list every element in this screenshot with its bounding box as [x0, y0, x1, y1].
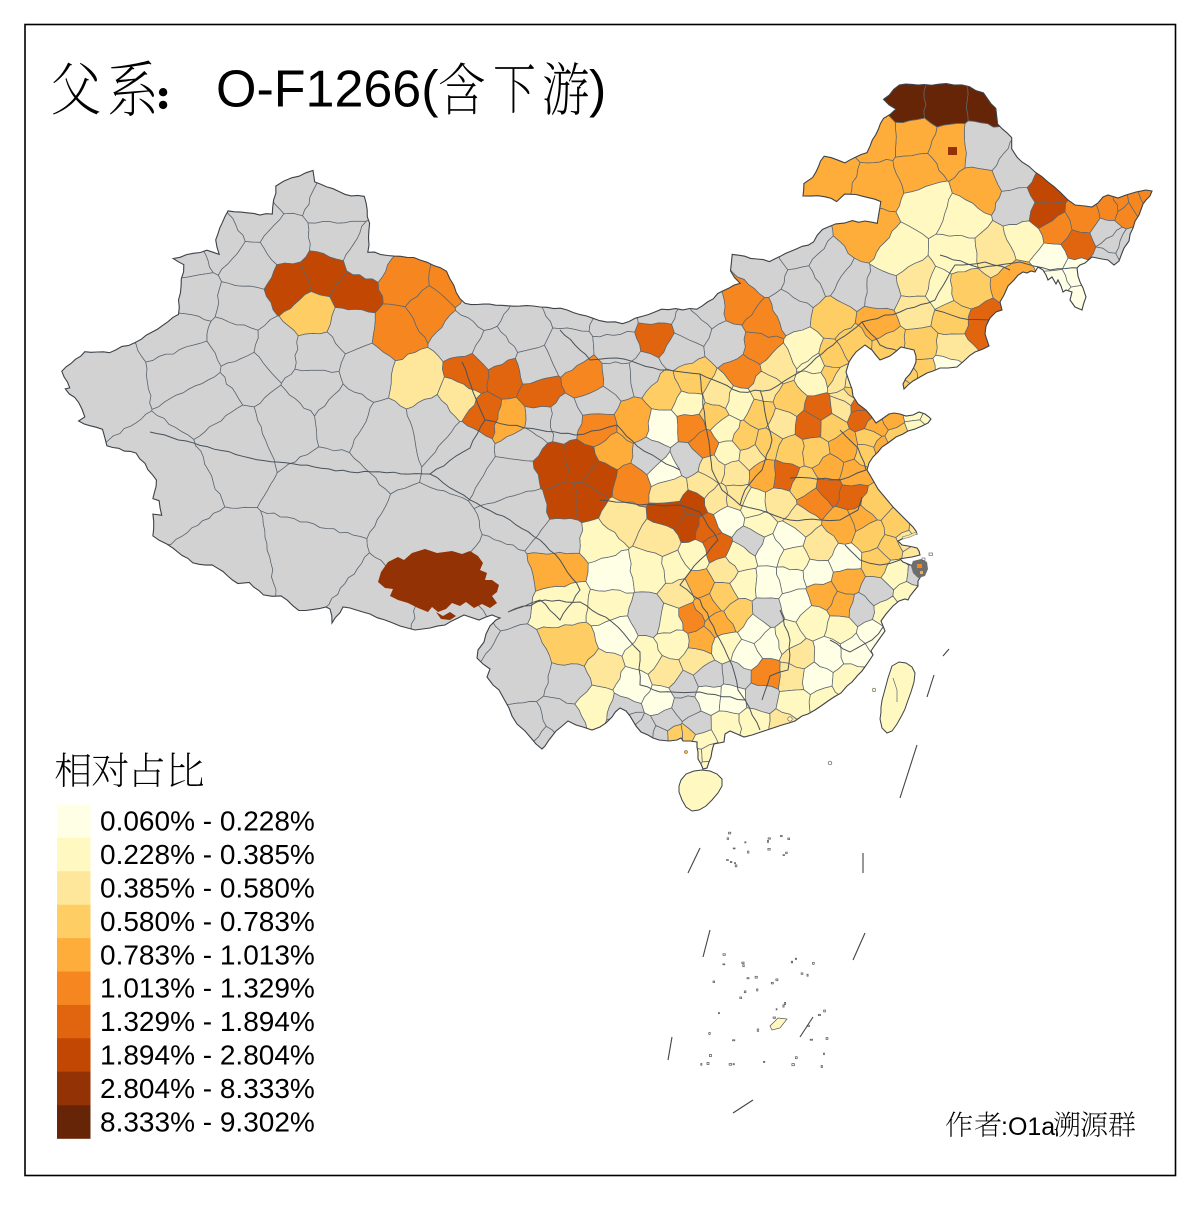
svg-text:8.333% - 9.302%: 8.333% - 9.302% — [100, 1106, 315, 1137]
svg-text:0.385% - 0.580%: 0.385% - 0.580% — [100, 873, 315, 904]
svg-text:2.804% - 8.333%: 2.804% - 8.333% — [100, 1073, 315, 1104]
svg-text::O1a: :O1a — [1001, 1113, 1055, 1141]
svg-text:1.013% - 1.329%: 1.013% - 1.329% — [100, 973, 315, 1004]
svg-text:0.060% - 0.228%: 0.060% - 0.228% — [100, 806, 315, 837]
svg-text:0.580% - 0.783%: 0.580% - 0.783% — [100, 906, 315, 937]
svg-text:1.329% - 1.894%: 1.329% - 1.894% — [100, 1006, 315, 1037]
svg-text:0.228% - 0.385%: 0.228% - 0.385% — [100, 839, 315, 870]
svg-text:): ) — [589, 61, 606, 119]
svg-text:1.894% - 2.804%: 1.894% - 2.804% — [100, 1040, 315, 1071]
svg-text:0.783% - 1.013%: 0.783% - 1.013% — [100, 939, 315, 970]
svg-text:O-F1266(: O-F1266( — [216, 61, 439, 119]
